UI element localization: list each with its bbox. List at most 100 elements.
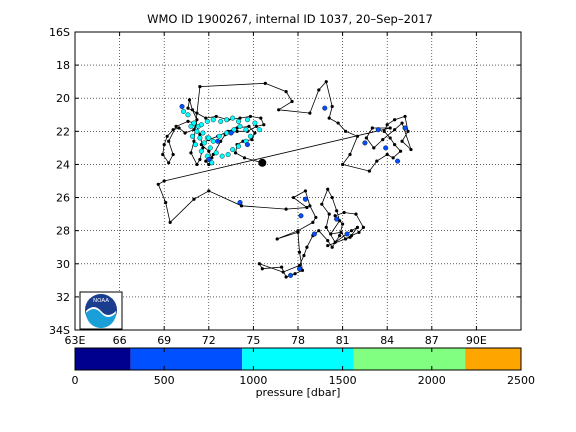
profile-point [339, 230, 343, 234]
x-tick-label: 66 [113, 334, 127, 347]
x-tick-label: 63E [65, 334, 86, 347]
colorbar-band [130, 348, 243, 370]
profile-point [381, 138, 385, 142]
profile-point-cyan [198, 148, 204, 154]
profile-point-blue [334, 216, 340, 222]
profile-point-cyan [200, 130, 206, 136]
profile-point-blue [206, 156, 212, 162]
profile-point [372, 146, 376, 150]
profile-point [326, 243, 330, 248]
profile-point [308, 204, 312, 208]
profile-point [204, 116, 208, 120]
profile-point [348, 235, 352, 239]
y-tick-label: 34S [49, 324, 70, 337]
colorbar-label: pressure [dbar] [256, 386, 341, 399]
profile-point-cyan [197, 135, 203, 141]
profile-point [409, 147, 413, 152]
profile-point [257, 262, 261, 266]
profile-point-blue [344, 231, 350, 237]
profile-point [168, 220, 172, 224]
profile-point [260, 267, 264, 271]
profile-point [305, 205, 309, 210]
profile-point [333, 240, 337, 244]
profile-point-blue [311, 231, 317, 237]
profile-point-blue [375, 127, 381, 133]
profile-point [248, 114, 253, 119]
profile-point [357, 230, 361, 234]
profile-point [324, 225, 328, 229]
profile-point [242, 156, 247, 160]
profile-point-cyan [213, 150, 219, 156]
profile-point [247, 124, 251, 128]
profile-point [296, 230, 300, 234]
profile-point [198, 85, 202, 89]
profile-point [214, 114, 218, 119]
profile-point-cyan [224, 130, 230, 136]
profile-point-cyan [210, 138, 216, 144]
profile-point [385, 152, 389, 157]
profile-point [164, 200, 168, 205]
profile-point-cyan [216, 133, 222, 139]
profile-point [186, 106, 190, 110]
x-tick-label: 72 [202, 334, 216, 347]
profile-point [201, 146, 205, 150]
profile-point [317, 88, 321, 92]
profile-point [161, 152, 165, 157]
profile-point [290, 99, 294, 104]
profile-point [311, 220, 315, 224]
y-tick-label: 30 [56, 258, 70, 271]
profile-point-cyan [236, 118, 242, 124]
profile-point [263, 81, 267, 85]
profile-point [253, 131, 257, 135]
x-tick-label: 84 [380, 334, 394, 347]
profile-point [403, 114, 407, 119]
profile-point-cyan [207, 145, 213, 151]
profile-point-cyan [218, 118, 224, 124]
y-tick-label: 26 [56, 192, 70, 205]
profile-point [335, 209, 339, 213]
profile-point-cyan [230, 115, 236, 121]
profile-point [382, 129, 386, 133]
profile-point [330, 104, 334, 109]
profile-point [398, 149, 403, 153]
profile-point [330, 245, 334, 249]
map-frame [74, 31, 522, 331]
colorbar-band [465, 348, 521, 370]
colorbar-tick-label: 500 [154, 374, 175, 387]
y-tick-label: 22 [56, 125, 70, 138]
profile-point [327, 116, 331, 120]
profile-point [174, 124, 178, 128]
profile-point [198, 157, 202, 162]
profile-point-cyan [247, 133, 253, 139]
profile-point [320, 202, 324, 206]
float-track [156, 80, 413, 279]
profile-point [162, 179, 166, 183]
profile-point [195, 162, 199, 167]
profile-point-cyan [210, 117, 216, 123]
profile-point [250, 138, 254, 142]
profile-point-blue [288, 272, 294, 278]
profile-point-cyan [185, 112, 191, 118]
y-axis-ticks: 16S 18 20 22 24 26 28 30 32 34S [49, 26, 521, 337]
profile-point [385, 123, 389, 127]
profile-point [324, 80, 328, 84]
profile-point [388, 136, 392, 140]
profile-point [400, 121, 404, 125]
profile-point-cyan [206, 135, 212, 141]
profile-point-cyan [243, 127, 249, 133]
profile-point [302, 253, 306, 258]
colorbar-band [242, 348, 354, 370]
colorbar-frame [74, 347, 522, 371]
profile-point [364, 136, 368, 140]
profile-point-cyan [236, 143, 242, 149]
profile-point-blue [383, 145, 389, 151]
profile-point [177, 126, 181, 130]
y-tick-label: 32 [56, 291, 70, 304]
profile-point [167, 161, 171, 165]
profile-point-blue [402, 125, 408, 131]
profile-point-cyan [198, 122, 204, 128]
profile-point [333, 214, 337, 218]
profile-point-cyan [230, 147, 236, 153]
profile-point [327, 212, 331, 216]
profile-point [281, 270, 285, 274]
